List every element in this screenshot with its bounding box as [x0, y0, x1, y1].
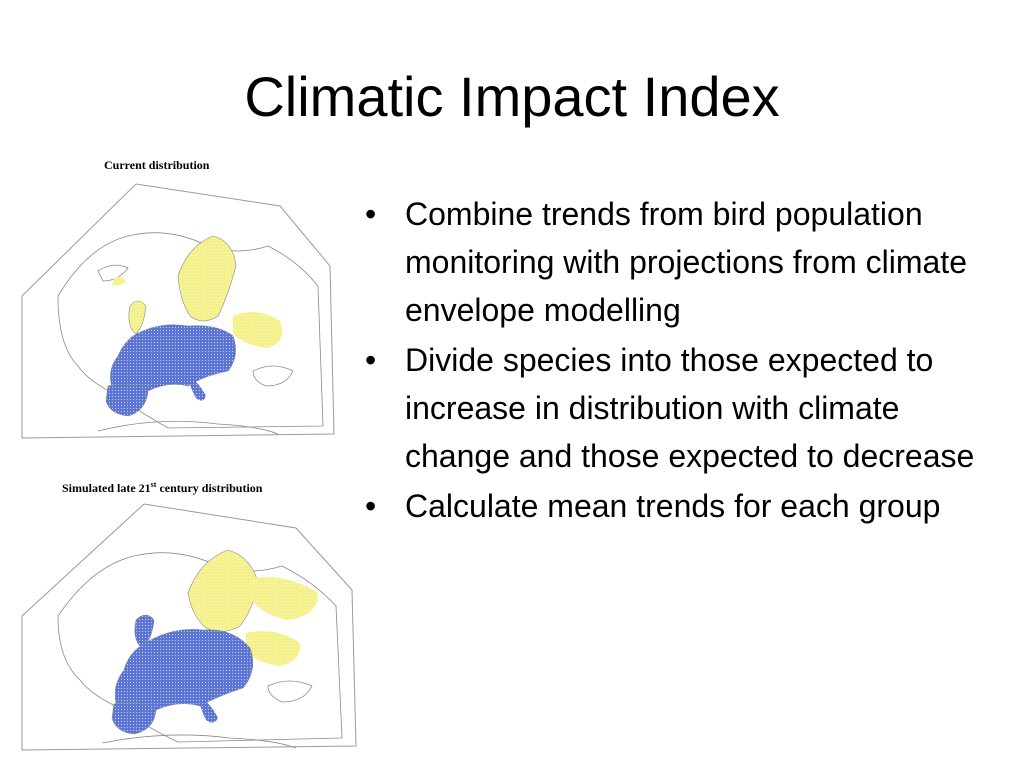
map-caption-simulated: Simulated late 21st century distribution	[62, 480, 263, 495]
range-native-central	[114, 629, 254, 716]
range-gain-northeast	[250, 577, 318, 620]
bullet-icon: •	[365, 196, 377, 232]
europe-map-current	[21, 183, 335, 439]
range-uk	[134, 614, 155, 649]
europe-map-simulated	[21, 503, 357, 751]
coast-africa	[101, 734, 297, 749]
range-native-iberia	[111, 701, 157, 735]
range-gain-east	[233, 312, 283, 348]
bullet-item: • Divide species into those expected to …	[362, 336, 1012, 480]
range-gain-north	[177, 235, 237, 322]
bullet-text: Combine trends from bird population moni…	[405, 196, 967, 328]
island-outline	[97, 264, 129, 282]
coast-africa	[97, 420, 279, 435]
sea-outline	[252, 365, 294, 387]
bullet-icon: •	[365, 488, 377, 524]
range-native-iberia	[105, 384, 149, 417]
bullet-icon: •	[365, 342, 377, 378]
map-caption-current: Current distribution	[104, 158, 210, 172]
range-native-italy	[198, 696, 218, 723]
bullet-item: • Combine trends from bird population mo…	[362, 190, 1012, 334]
range-gain-east	[246, 630, 301, 666]
range-uk	[128, 300, 147, 335]
bullet-text: Calculate mean trends for each group	[405, 488, 941, 524]
sea-outline	[267, 680, 313, 703]
simulated-distribution-map: Simulated late 21st century distribution	[18, 470, 358, 755]
bullet-item: • Calculate mean trends for each group	[362, 482, 1012, 530]
bullet-text: Divide species into those expected to in…	[405, 342, 975, 474]
range-native-central	[110, 324, 236, 397]
range-gain-north	[187, 549, 259, 632]
range-native-italy	[188, 376, 206, 401]
bullet-list: • Combine trends from bird population mo…	[362, 190, 1012, 532]
slide-title: Climatic Impact Index	[244, 65, 780, 128]
range-iceland	[112, 276, 126, 286]
current-distribution-map: Current distribution	[18, 150, 336, 450]
